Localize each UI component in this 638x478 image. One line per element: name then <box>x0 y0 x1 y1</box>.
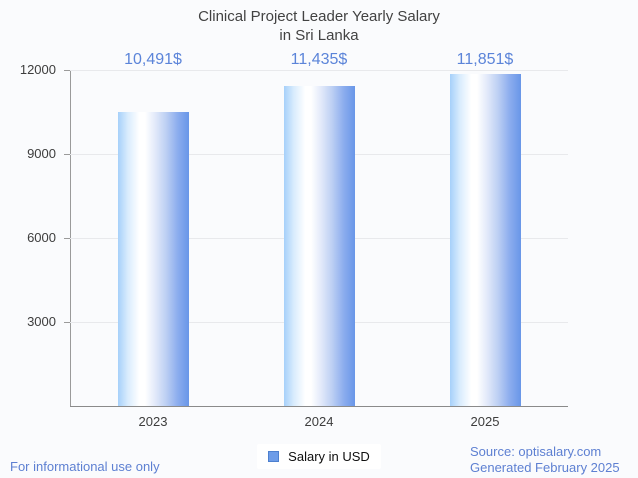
disclaimer-text: For informational use only <box>10 459 160 474</box>
source-block: Source: optisalary.com Generated Februar… <box>470 444 620 476</box>
y-axis-label: 6000 <box>27 230 56 245</box>
chart-legend: Salary in USD <box>0 444 638 469</box>
chart-title: Clinical Project Leader Yearly Salary in… <box>0 7 638 45</box>
x-axis-label-2024: 2024 <box>304 414 334 429</box>
value-label-2023: 10,491$ <box>124 51 182 68</box>
x-axis-label-2023: 2023 <box>138 414 168 429</box>
source-text: Source: optisalary.com <box>470 444 602 459</box>
legend-swatch-icon <box>268 451 280 462</box>
gridline <box>70 70 568 71</box>
bar-2023[interactable] <box>118 112 189 406</box>
chart-title-line1: Clinical Project Leader Yearly Salary <box>198 8 440 25</box>
value-label-2024: 11,435$ <box>290 51 348 68</box>
chart-title-line2: in Sri Lanka <box>279 27 359 44</box>
y-axis-label: 3000 <box>27 314 56 329</box>
x-axis-label-2025: 2025 <box>470 414 500 429</box>
generated-text: Generated February 2025 <box>470 460 620 475</box>
y-axis-tick <box>64 70 70 71</box>
y-axis-tick <box>64 322 70 323</box>
y-axis-label: 12000 <box>19 62 56 77</box>
y-axis-tick <box>64 154 70 155</box>
legend-item-salary[interactable]: Salary in USD <box>257 444 381 469</box>
bar-2025[interactable] <box>450 74 521 406</box>
y-axis-label: 9000 <box>27 146 56 161</box>
legend-label: Salary in USD <box>288 449 370 464</box>
bar-2024[interactable] <box>284 86 355 406</box>
value-label-2025: 11,851$ <box>456 51 514 68</box>
x-axis-baseline <box>70 406 568 407</box>
y-axis-tick <box>64 238 70 239</box>
